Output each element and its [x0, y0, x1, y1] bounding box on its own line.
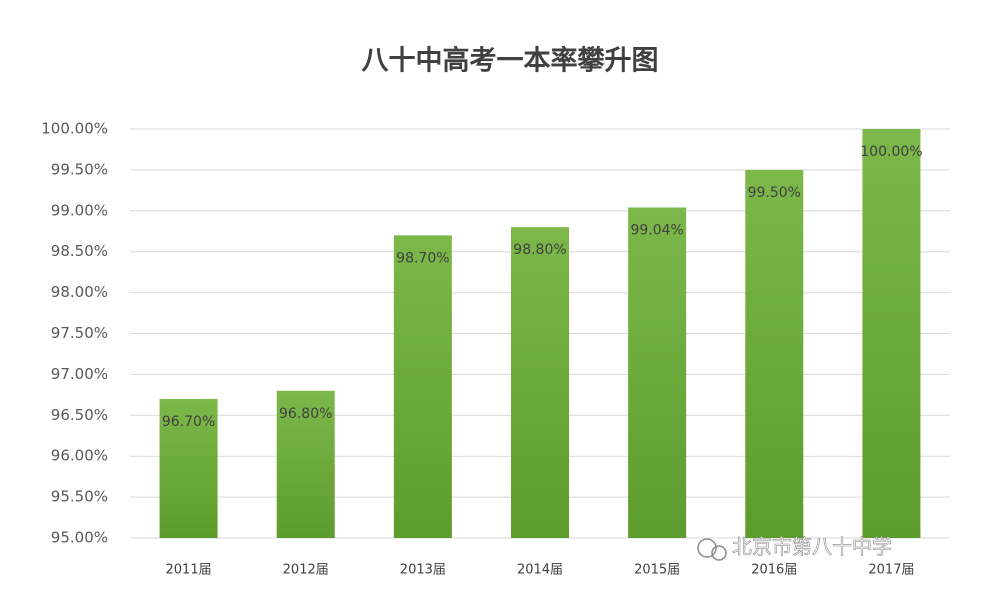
- value-label: 98.70%: [396, 250, 449, 266]
- y-tick-label: 96.00%: [51, 447, 108, 465]
- x-tick-label: 2014届: [517, 563, 563, 578]
- x-tick-label: 2013届: [400, 563, 446, 578]
- bar: [159, 398, 218, 538]
- value-label: 100.00%: [860, 144, 922, 160]
- y-tick-label: 97.50%: [51, 324, 108, 342]
- value-label: 99.04%: [630, 223, 683, 239]
- bar: [745, 169, 804, 538]
- x-tick-label: 2011届: [166, 563, 212, 578]
- watermark: 北京市第八十中学: [732, 535, 892, 559]
- y-tick-label: 98.00%: [51, 283, 108, 301]
- value-label: 98.80%: [513, 242, 566, 258]
- y-tick-label: 100.00%: [41, 120, 108, 138]
- y-tick-label: 97.00%: [51, 365, 108, 383]
- x-tick-label: 2015届: [634, 563, 680, 578]
- y-tick-label: 98.50%: [51, 242, 108, 260]
- y-tick-label: 95.00%: [51, 529, 108, 547]
- x-tick-label: 2016届: [751, 563, 797, 578]
- y-tick-label: 99.00%: [51, 201, 108, 219]
- y-tick-label: 96.50%: [51, 406, 108, 424]
- watermark-icon: [697, 538, 727, 561]
- value-label: 99.50%: [748, 185, 801, 201]
- bar: [393, 235, 452, 538]
- chart-title: 八十中高考一本率攀升图: [362, 45, 659, 77]
- x-tick-label: 2012届: [283, 563, 329, 578]
- bar: [276, 390, 335, 538]
- bar: [628, 207, 687, 538]
- y-tick-label: 95.50%: [51, 488, 108, 506]
- value-label: 96.80%: [279, 406, 332, 422]
- y-tick-label: 99.50%: [51, 160, 108, 178]
- bar: [862, 129, 921, 538]
- bar: [511, 227, 569, 538]
- x-tick-label: 2017届: [868, 563, 914, 578]
- value-label: 96.70%: [162, 414, 215, 430]
